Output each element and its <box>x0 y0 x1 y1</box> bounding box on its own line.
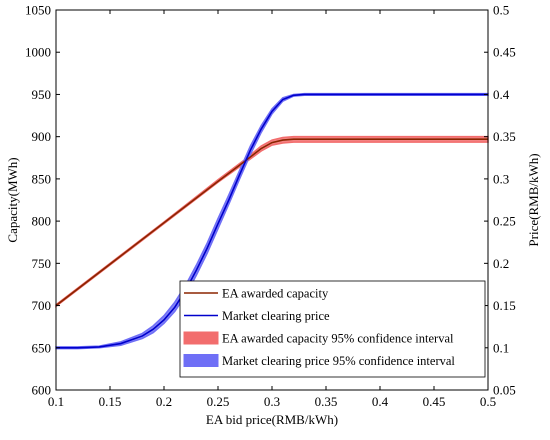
y-axis-right-label: Price(RMB/kWh) <box>526 153 541 246</box>
x-tick-label-6: 0.4 <box>372 394 389 409</box>
y-left-tick-label-0: 600 <box>32 383 52 398</box>
y-right-tick-label-8: 0.45 <box>493 45 516 60</box>
y-right-tick-label-2: 0.15 <box>493 298 516 313</box>
y-axis-left-label: Capacity(MWh) <box>5 157 20 242</box>
y-right-tick-label-4: 0.25 <box>493 214 516 229</box>
y-right-tick-label-1: 0.1 <box>493 340 509 355</box>
y-right-tick-label-7: 0.4 <box>493 87 510 102</box>
axis-ticks <box>55 9 489 391</box>
x-tick-label-2: 0.2 <box>156 394 172 409</box>
series-line-0 <box>55 138 488 307</box>
x-tick-label-1: 0.15 <box>99 394 122 409</box>
series-lines <box>55 93 488 349</box>
y-right-tick-label-9: 0.5 <box>493 3 509 18</box>
legend-label-0: EA awarded capacity <box>222 287 329 301</box>
x-axis-label: EA bid price(RMB/kWh) <box>206 412 338 427</box>
y-right-tick-label-0: 0.05 <box>493 383 516 398</box>
x-tick-label-0: 0.1 <box>48 394 64 409</box>
x-tick-label-7: 0.45 <box>423 394 446 409</box>
tick-labels: 0.1 0.15 0.2 0.25 0.3 0.35 0.4 0.45 0.5 600 650 700… <box>25 3 516 410</box>
legend-label-2: EA awarded capacity 95% confidence inter… <box>222 332 454 346</box>
y-left-tick-label-9: 1050 <box>25 3 51 18</box>
series-line-1 <box>56 93 488 349</box>
legend-box <box>179 280 486 378</box>
y-left-tick-label-4: 800 <box>32 214 52 229</box>
x-tick-label-3: 0.25 <box>207 394 230 409</box>
y-right-tick-label-5: 0.3 <box>493 171 509 186</box>
y-left-tick-label-3: 750 <box>32 256 52 271</box>
y-left-tick-label-8: 1000 <box>25 45 51 60</box>
legend-label-1: Market clearing price <box>222 309 330 323</box>
y-left-tick-label-2: 700 <box>32 298 52 313</box>
x-tick-label-8: 0.5 <box>480 394 496 409</box>
y-right-tick-label-3: 0.2 <box>493 256 509 271</box>
y-left-tick-label-7: 950 <box>32 87 52 102</box>
x-tick-label-5: 0.35 <box>315 394 338 409</box>
legend-swatch-2 <box>183 331 219 345</box>
x-tick-label-4: 0.3 <box>264 394 280 409</box>
y-left-tick-label-6: 900 <box>32 129 52 144</box>
y-left-tick-label-5: 850 <box>32 171 52 186</box>
legend: EA awarded capacity Market clearing price… <box>179 280 486 378</box>
y-left-tick-label-1: 650 <box>32 340 52 355</box>
legend-label-3: Market clearing price 95% confidence int… <box>222 354 455 368</box>
y-right-tick-label-6: 0.35 <box>493 129 516 144</box>
legend-swatch-3 <box>183 354 219 367</box>
